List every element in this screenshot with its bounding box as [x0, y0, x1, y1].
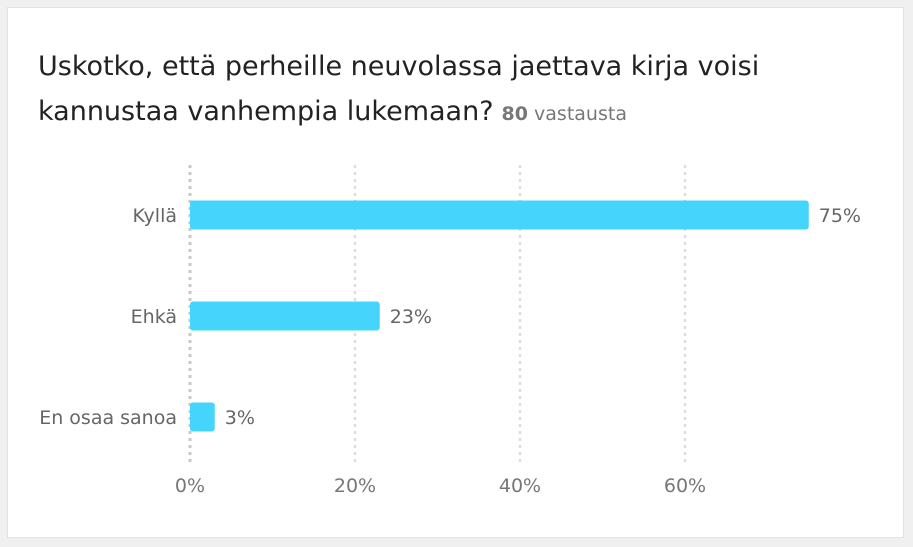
value-label: 75%: [819, 205, 861, 227]
x-tick-label: 20%: [334, 475, 376, 497]
bar-layer: [190, 200, 809, 432]
survey-card: Uskotko, että perheille neuvolassa jaett…: [7, 7, 904, 538]
response-count-number: 80: [501, 103, 528, 125]
response-count: 80 vastausta: [502, 103, 627, 125]
question-title: Uskotko, että perheille neuvolassa jaett…: [38, 44, 838, 137]
value-label: 3%: [225, 407, 255, 429]
x-tick-label: 40%: [499, 475, 541, 497]
bar-2[interactable]: [190, 402, 215, 432]
label-layer: 0% 20% 40% 60% Kyllä 75% Ehkä 23% En osaa sanoa 3…: [39, 205, 861, 497]
category-label: Ehkä: [131, 306, 177, 328]
question-text: Uskotko, että perheille neuvolassa jaett…: [38, 51, 760, 127]
bar-1[interactable]: [190, 301, 380, 331]
category-label: Kyllä: [132, 205, 177, 227]
x-tick-label: 0%: [175, 475, 205, 497]
category-label: En osaa sanoa: [39, 407, 177, 429]
response-count-unit: vastausta: [534, 103, 627, 125]
bar-0[interactable]: [190, 200, 809, 230]
value-label: 23%: [390, 306, 432, 328]
x-tick-label: 60%: [664, 475, 706, 497]
